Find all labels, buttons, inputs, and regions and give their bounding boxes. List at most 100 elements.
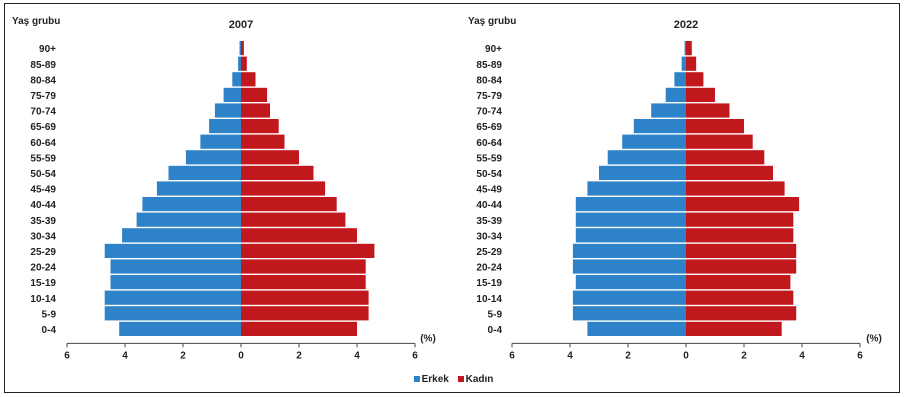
category-label: 80-84 [30,75,56,86]
x-tick-label: 0 [238,350,244,361]
category-label: 65-69 [30,122,56,133]
y-axis-label: Yaş grubu [468,16,516,27]
x-tick-label: 6 [64,350,70,361]
bar-male [136,212,241,227]
bar-female [686,212,794,227]
bar-male [572,306,686,321]
x-tick-label: 4 [799,350,805,361]
category-label: 35-39 [30,216,56,227]
bar-male [633,119,686,134]
bar-female [241,56,247,71]
category-label: 50-54 [476,169,502,180]
category-label: 90+ [39,44,56,55]
bar-male [674,72,686,87]
bar-male [104,306,241,321]
bar-female [241,165,314,180]
bar-male [651,103,686,118]
bar-female [241,275,366,290]
bar-female [686,41,692,56]
bar-female [241,243,375,258]
bar-female [241,290,369,305]
bar-male [575,212,686,227]
x-tick-label: 6 [857,350,863,361]
bar-male [665,87,686,102]
x-tick-label: 2 [180,350,186,361]
bar-female [241,72,256,87]
bar-male [104,243,241,258]
category-label: 40-44 [30,200,56,211]
legend-label-male: Erkek [421,374,449,385]
bar-male [119,321,241,336]
category-label: 90+ [485,44,502,55]
bar-female [686,87,715,102]
legend-label-female: Kadın [465,374,494,385]
category-label: 0-4 [42,325,57,336]
bar-male [622,134,686,149]
bar-female [686,165,773,180]
category-label: 85-89 [476,60,502,71]
legend: Erkek Kadın [0,374,907,385]
bar-male [110,259,241,274]
legend-item-female: Kadın [457,374,494,385]
bar-female [686,103,730,118]
bar-female [241,321,357,336]
bar-male [681,56,686,71]
bar-female [241,259,366,274]
bar-male [214,103,241,118]
bar-male [684,41,686,56]
category-label: 75-79 [30,91,56,102]
x-tick-label: 2 [625,350,631,361]
category-label: 0-4 [488,325,503,336]
category-label: 20-24 [30,263,56,274]
bar-female [686,119,744,134]
bar-female [686,56,697,71]
chart-title: 2007 [229,19,253,31]
category-label: 50-54 [30,169,56,180]
bar-male [122,228,241,243]
bar-female [241,306,369,321]
bar-female [686,321,782,336]
x-tick-label: 6 [412,350,418,361]
bar-female [241,134,285,149]
bar-female [241,150,299,165]
bar-female [686,275,791,290]
unit-label: (%) [420,333,436,344]
category-label: 10-14 [30,294,56,305]
y-axis-label: Yaş grubu [12,16,60,27]
category-label: 65-69 [476,122,502,133]
category-label: 70-74 [30,107,56,118]
bar-female [686,306,797,321]
category-label: 30-34 [30,231,56,242]
category-label: 55-59 [30,153,56,164]
category-label: 70-74 [476,107,502,118]
category-label: 55-59 [476,153,502,164]
legend-swatch-female [457,376,464,383]
bar-male [572,290,686,305]
legend-swatch-male [413,376,420,383]
category-label: 25-29 [30,247,56,258]
bar-male [104,290,241,305]
category-label: 15-19 [30,278,56,289]
category-label: 45-49 [476,185,502,196]
bar-male [168,165,241,180]
bar-male [587,321,686,336]
category-label: 10-14 [476,294,502,305]
x-tick-label: 4 [567,350,573,361]
bar-female [241,87,268,102]
category-label: 60-64 [476,138,502,149]
bar-female [241,197,337,212]
bar-male [232,72,241,87]
x-tick-label: 2 [296,350,302,361]
bar-female [241,119,279,134]
category-label: 40-44 [476,200,502,211]
bar-male [572,243,686,258]
bar-male [239,41,241,56]
category-label: 45-49 [30,185,56,196]
chart-title: 2022 [674,19,698,31]
bar-male [200,134,241,149]
bar-female [686,134,753,149]
category-label: 15-19 [476,278,502,289]
bar-female [241,228,357,243]
bar-female [241,212,346,227]
